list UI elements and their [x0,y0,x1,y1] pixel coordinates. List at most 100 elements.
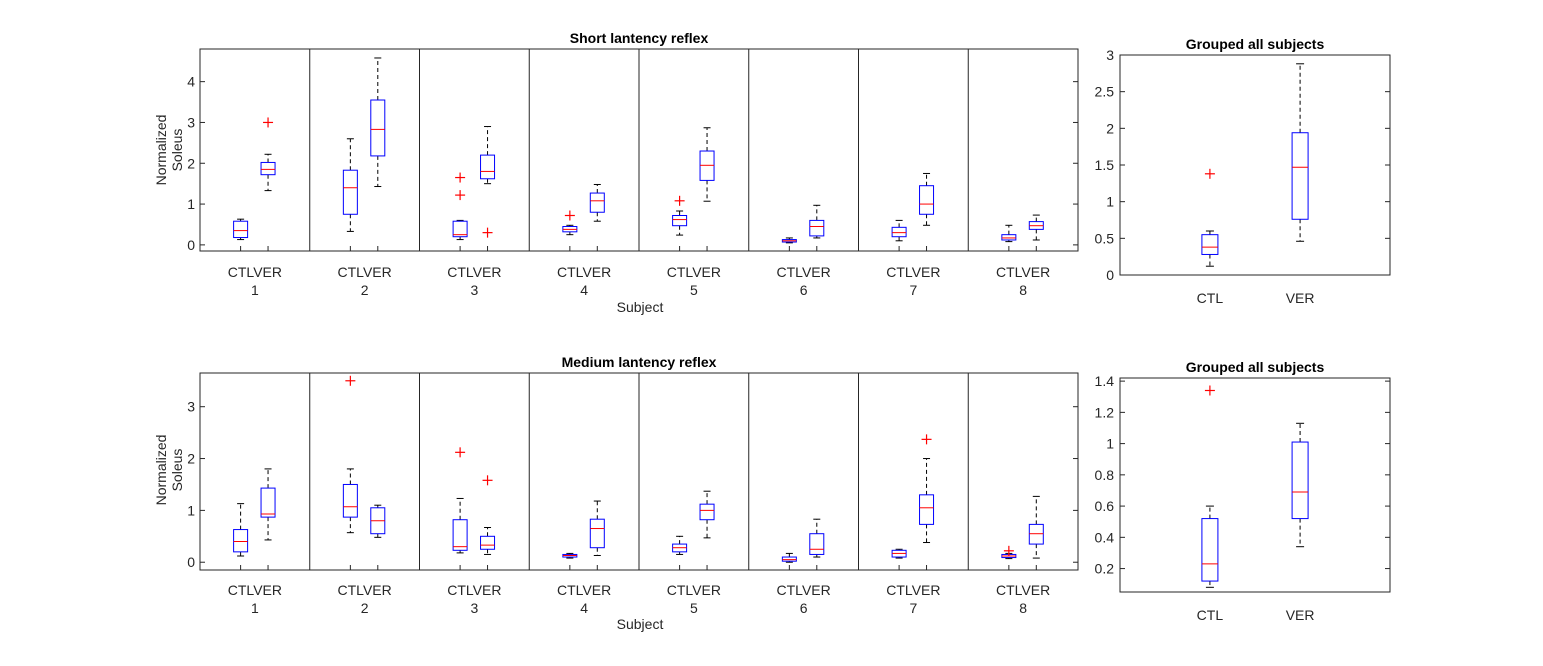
x-tick-label: CTLVER [228,582,282,598]
box-ver [1028,214,1044,241]
subject-label: 1 [251,600,259,616]
plot-frame [1119,54,1391,276]
condition-label: VER [912,582,941,598]
condition-label: CTL [338,264,365,280]
subject-label: 1 [251,282,259,298]
condition-label: VER [253,264,282,280]
outlier-marker [455,190,466,201]
x-tick-label: CTLVER [996,264,1050,280]
condition-label: CTL [447,582,474,598]
x-tick-label: CTLVER [338,264,392,280]
outlier-marker [482,227,493,238]
box-iqr [1201,234,1219,255]
box-iqr [919,494,935,525]
box-ver [260,468,276,541]
plot-3: Medium lantency reflex 0 1 2 3 NormalizedSole… [153,354,1079,632]
y-tick-label: 0.2 [1095,561,1115,577]
outlier-marker [564,210,575,221]
box-ver [370,504,386,538]
condition-label: VER [802,582,831,598]
x-tick-label: CTLVER [228,264,282,280]
box-iqr [891,226,907,238]
subject-label: 2 [361,282,369,298]
box-ctl [233,218,249,241]
box-ctl [452,172,468,241]
box-iqr [342,169,358,215]
box-iqr [452,220,468,238]
box-iqr [699,503,715,521]
box-ver [589,500,605,556]
subject-label: 5 [690,282,698,298]
y-tick-label: 0.5 [1095,230,1115,246]
condition-label: VER [802,264,831,280]
y-tick-label: 4 [187,74,195,90]
y-axis-label-line: Soleus [169,449,185,492]
subject-label: 2 [361,600,369,616]
box-ctl [891,219,907,242]
box-ver [919,434,935,544]
condition-label: CTL [777,582,804,598]
y-tick-label: 1 [187,502,195,518]
condition-label: CTL [996,264,1023,280]
x-tick-label: CTLVER [667,582,721,598]
y-tick-label: 3 [1106,47,1114,63]
y-tick-label: 2 [187,451,195,467]
x-tick-label: CTLVER [777,264,831,280]
outlier-marker [1204,168,1215,179]
y-tick-label: 1.5 [1095,157,1115,173]
box-ctl [342,138,358,232]
box-iqr [480,535,496,550]
box-ver [699,127,715,202]
condition-label: CTL [557,582,584,598]
box-ctl [562,552,578,559]
condition-label: CTL [777,264,804,280]
condition-label: VER [473,264,502,280]
box-ctl [891,548,907,559]
condition-label: VER [1021,582,1050,598]
box-iqr [809,219,825,237]
condition-label: VER [363,264,392,280]
box-iqr [589,518,605,549]
plot-title: Medium lantency reflex [562,354,717,370]
box-iqr [781,556,797,562]
y-tick-label: 1.2 [1095,404,1115,420]
y-axis-label-line: Soleus [169,129,185,172]
y-axis-label: NormalizedSoleus [153,435,185,506]
box-ctl [781,237,797,244]
condition-label: CTL [447,264,474,280]
subject-label: 7 [909,600,917,616]
condition-label: VER [692,264,721,280]
outlier-marker [455,172,466,183]
box-ctl [781,552,797,563]
plot-4: Grouped all subjects 0.2 0.4 0.6 0.8 1 1.2 1.4 C… [1095,359,1391,623]
box-ver [1028,495,1044,559]
subject-label: 8 [1019,282,1027,298]
x-axis-label: Subject [617,616,664,632]
box-ctl [452,447,468,554]
condition-label: VER [253,582,282,598]
subject-label: 6 [800,600,808,616]
box-ctl [1201,168,1219,267]
y-tick-label: 0.6 [1095,498,1115,514]
condition-label: VER [692,582,721,598]
plot-title: Grouped all subjects [1186,359,1325,375]
x-tick-label: CTLVER [447,264,501,280]
box-iqr [480,154,496,180]
box-iqr [1028,523,1044,545]
y-tick-label: 0 [1106,267,1114,283]
y-tick-label: 2 [1106,120,1114,136]
plot-2: Grouped all subjects 0 0.5 1 1.5 2 2.5 3 CTL VER [1095,36,1391,306]
x-tick-label: CTL [1197,290,1224,306]
condition-label: VER [912,264,941,280]
x-tick-label: CTLVER [338,582,392,598]
box-ctl [342,375,358,534]
y-tick-label: 1 [187,196,195,212]
plot-1: Short lantency reflex 0 1 2 3 4 NormalizedSole… [153,30,1079,315]
condition-label: CTL [996,582,1023,598]
box-iqr [260,487,276,518]
box-ctl [1201,385,1219,588]
box-iqr [1001,234,1017,241]
condition-label: CTL [886,264,913,280]
x-tick-label: CTLVER [777,582,831,598]
box-ver [260,117,276,192]
